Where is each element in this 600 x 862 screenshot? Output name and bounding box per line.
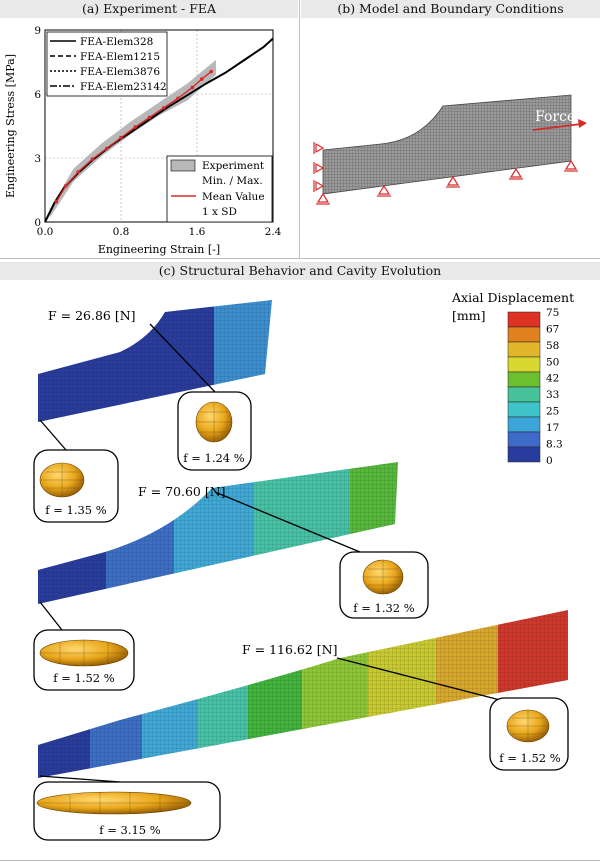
x-tick-label: 0.0	[37, 226, 54, 238]
legend-item: FEA-Elem3876	[80, 66, 160, 78]
force-label: Force	[535, 109, 575, 125]
legend-item: Experiment	[202, 160, 265, 172]
legend-item: FEA-Elem23142	[80, 81, 167, 93]
force-label-state-3: F = 116.62 [N]	[242, 642, 338, 657]
plot-frame	[44, 29, 274, 223]
mean-point	[147, 115, 152, 120]
left-support-icon	[313, 142, 325, 192]
mean-point	[209, 69, 214, 74]
colorbar-swatch	[507, 356, 541, 373]
colorbar-swatch	[507, 371, 541, 388]
y-tick-labels: 0 3 6 9	[34, 25, 41, 229]
colorbar-tick: 67	[546, 323, 559, 335]
mean-point	[161, 106, 166, 110]
legend-top: FEA-Elem328 FEA-Elem1215 FEA-Elem3876 FE…	[46, 31, 168, 97]
void-fraction-label: f = 3.15 %	[99, 823, 160, 837]
legend-item: 1 x SD	[202, 206, 237, 218]
colorbar-swatch	[507, 401, 541, 418]
mean-point	[199, 77, 204, 81]
force-label-state-1: F = 26.86 [N]	[48, 308, 136, 323]
y-tick-label: 3	[34, 153, 41, 165]
mean-point	[76, 170, 81, 174]
mean-point	[119, 135, 123, 140]
colorbar-swatch	[507, 311, 541, 328]
colorbar-swatch	[507, 446, 541, 463]
colorbar-tick: 25	[546, 406, 559, 418]
colorbar-swatch	[507, 326, 541, 343]
colorbar-tick: 58	[546, 340, 559, 352]
legend-bottom: Experiment Min. / Max. Mean Value 1 x SD	[166, 155, 273, 223]
y-tick-label: 6	[34, 89, 41, 101]
y-tick-label: 0	[34, 217, 41, 229]
cavity-callouts	[33, 391, 569, 841]
x-tick-labels: 0.0 0.8 1.6 2.4	[37, 226, 282, 238]
colorbar-tick: 8.3	[546, 438, 563, 450]
force-label-state-2: F = 70.60 [N]	[138, 484, 226, 499]
colorbar-swatch	[507, 416, 541, 433]
leader-lines	[39, 323, 501, 783]
void-fraction-label: f = 1.52 %	[53, 671, 114, 685]
x-tick-label: 1.6	[189, 226, 206, 238]
legend-item: Mean Value	[202, 191, 265, 203]
colorbar-tick: 42	[546, 373, 559, 385]
colorbar-tick: 17	[546, 422, 559, 434]
colorbar-tick: 0	[546, 455, 553, 467]
mean-point	[64, 183, 68, 188]
mean-point	[176, 96, 180, 101]
legend-item: Min. / Max.	[202, 175, 263, 187]
bottom-support-icon	[316, 159, 578, 205]
void-fraction-label: f = 1.52 %	[499, 751, 560, 765]
specimen-mesh	[322, 94, 572, 195]
legend-item: FEA-Elem328	[80, 36, 153, 48]
colorbar: 75 67 58 50 42 33 25 17 8.3 0	[507, 307, 563, 467]
void-fraction-label: f = 1.35 %	[45, 503, 106, 517]
experiment-mean-points	[54, 69, 214, 204]
cavity-evolution-diagram: F = 26.86 [N] F = 70.60 [N] F = 116.62 […	[33, 290, 574, 841]
panel-a-title: (a) Experiment - FEA	[0, 0, 298, 18]
colorbar-unit: [mm]	[452, 308, 485, 323]
y-tick-label: 9	[34, 25, 41, 37]
model-boundary-diagram: Force	[313, 94, 587, 205]
stress-strain-chart: 0.0 0.8 1.6 2.4 0 3 6 9 Engineering Strain [-]…	[4, 25, 282, 256]
panel-divider-vertical	[299, 0, 300, 258]
colorbar-swatch	[507, 386, 541, 403]
mean-point	[54, 199, 59, 204]
colorbar-tick: 75	[546, 307, 559, 319]
mean-point	[90, 157, 95, 161]
x-axis-label: Engineering Strain [-]	[98, 243, 220, 256]
mean-point	[190, 85, 195, 90]
colorbar-swatch	[507, 431, 541, 448]
mean-point	[104, 146, 109, 151]
mean-point	[133, 125, 138, 129]
panel-divider-horizontal	[0, 258, 600, 259]
x-tick-label: 0.8	[113, 226, 130, 238]
void-fraction-label: f = 1.32 %	[353, 601, 414, 615]
y-axis-label: Engineering Stress [MPa]	[4, 54, 17, 198]
bottom-rule	[0, 860, 600, 861]
colorbar-swatch	[507, 341, 541, 358]
colorbar-title: Axial Displacement	[451, 290, 574, 305]
colorbar-tick: 50	[546, 356, 559, 368]
x-tick-label: 2.4	[265, 226, 282, 238]
force-arrow-icon	[532, 123, 582, 131]
panel-c-title: (c) Structural Behavior and Cavity Evolu…	[0, 262, 600, 280]
void-fraction-label: f = 1.24 %	[183, 451, 244, 465]
experiment-band	[49, 59, 216, 218]
colorbar-tick: 33	[546, 389, 559, 401]
legend-item: FEA-Elem1215	[80, 51, 160, 63]
panel-b-title: (b) Model and Boundary Conditions	[301, 0, 600, 18]
